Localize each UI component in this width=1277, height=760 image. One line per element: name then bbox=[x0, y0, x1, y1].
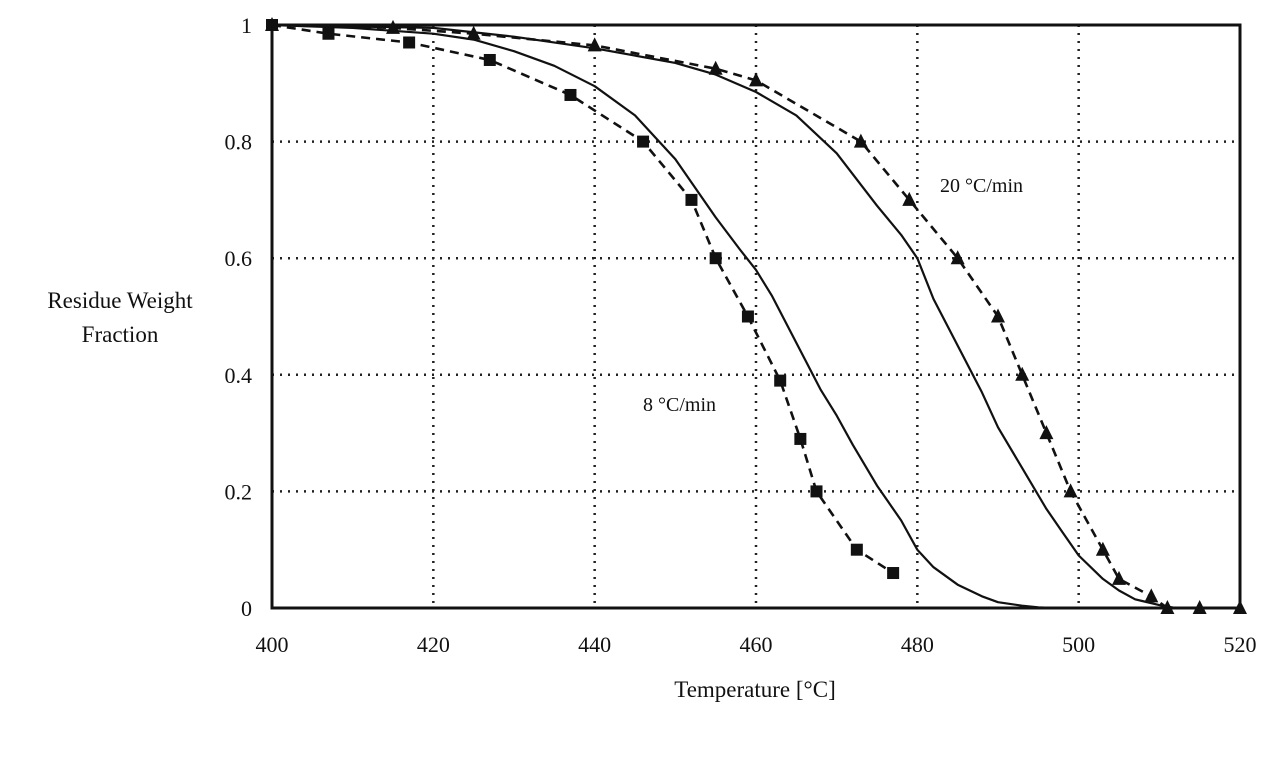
triangle-marker bbox=[466, 25, 481, 40]
square-marker bbox=[483, 53, 496, 66]
square-marker bbox=[709, 252, 722, 265]
x-tick-label: 400 bbox=[256, 632, 289, 657]
square-marker bbox=[810, 485, 823, 498]
x-axis-title: Temperature [°C] bbox=[674, 677, 835, 702]
x-tick-label: 500 bbox=[1062, 632, 1095, 657]
y-axis-title-line-2: Fraction bbox=[82, 322, 159, 347]
series-line-4 bbox=[271, 23, 1240, 610]
y-tick-label: 0.8 bbox=[225, 130, 253, 155]
square-marker bbox=[741, 310, 754, 323]
series-line-3 bbox=[271, 23, 1176, 610]
y-tick-label: 0.2 bbox=[225, 479, 253, 504]
triangle-marker bbox=[1063, 483, 1078, 498]
y-tick-label: 1 bbox=[241, 13, 252, 38]
x-tick-label: 420 bbox=[417, 632, 450, 657]
triangle-marker bbox=[1095, 541, 1110, 556]
tick-labels: 400 420 440 460 480 500 520 0 0.2 0.4 0.6 0.8 1 bbox=[225, 13, 1257, 657]
triangle-marker bbox=[991, 308, 1005, 323]
x-tick-label: 520 bbox=[1224, 632, 1257, 657]
triangle-marker bbox=[386, 19, 400, 34]
triangle-marker bbox=[1112, 570, 1126, 585]
square-marker bbox=[850, 543, 863, 556]
series-layer bbox=[265, 17, 1247, 614]
square-marker bbox=[774, 374, 787, 387]
square-marker bbox=[564, 88, 577, 101]
y-axis-title-line-1: Residue Weight bbox=[47, 288, 193, 313]
series-line-2 bbox=[271, 23, 894, 575]
square-marker bbox=[322, 27, 335, 40]
plot-frame bbox=[270, 23, 1242, 610]
x-tick-label: 480 bbox=[901, 632, 934, 657]
x-tick-label: 440 bbox=[578, 632, 611, 657]
triangle-marker bbox=[587, 37, 602, 52]
triangle-marker bbox=[708, 60, 723, 75]
x-tick-label: 460 bbox=[740, 632, 773, 657]
square-marker bbox=[403, 36, 416, 49]
triangle-marker bbox=[902, 191, 917, 206]
series-line-1 bbox=[271, 23, 1055, 610]
triangle-marker bbox=[1039, 425, 1054, 440]
triangle-marker bbox=[1144, 588, 1159, 603]
annotation-20-c-min: 20 °C/min bbox=[940, 175, 1023, 197]
y-tick-label: 0 bbox=[241, 596, 252, 621]
y-tick-label: 0.4 bbox=[225, 363, 253, 388]
annotation-8-c-min: 8 °C/min bbox=[643, 394, 716, 416]
square-marker bbox=[887, 567, 900, 580]
square-marker bbox=[794, 432, 807, 445]
triangle-marker bbox=[1015, 366, 1030, 381]
grid bbox=[272, 25, 1240, 608]
triangle-marker bbox=[853, 133, 868, 148]
square-marker bbox=[685, 193, 698, 206]
triangle-marker bbox=[749, 72, 763, 87]
square-marker bbox=[637, 135, 650, 148]
triangle-marker bbox=[950, 250, 965, 265]
y-tick-label: 0.6 bbox=[225, 246, 253, 271]
